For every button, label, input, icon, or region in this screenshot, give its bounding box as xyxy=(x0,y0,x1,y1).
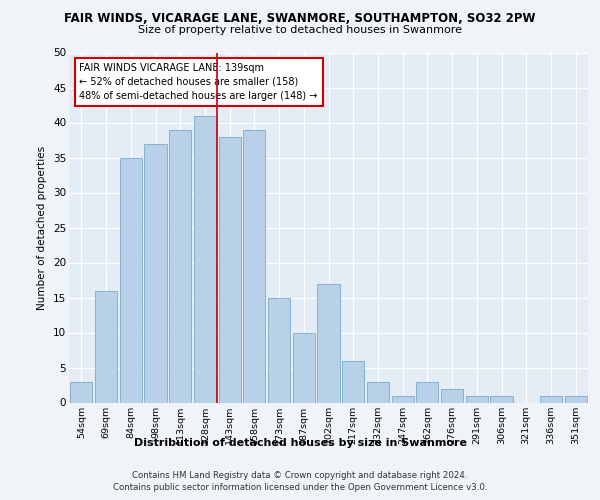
Bar xyxy=(416,382,439,402)
Bar xyxy=(169,130,191,402)
Bar xyxy=(367,382,389,402)
Bar xyxy=(268,298,290,403)
Bar xyxy=(95,290,117,403)
Bar xyxy=(466,396,488,402)
Bar xyxy=(119,158,142,402)
Bar xyxy=(392,396,414,402)
Bar xyxy=(565,396,587,402)
Y-axis label: Number of detached properties: Number of detached properties xyxy=(37,146,47,310)
Bar xyxy=(540,396,562,402)
Bar xyxy=(218,136,241,402)
Text: Size of property relative to detached houses in Swanmore: Size of property relative to detached ho… xyxy=(138,25,462,35)
Bar xyxy=(293,332,315,402)
Text: Contains HM Land Registry data © Crown copyright and database right 2024.: Contains HM Land Registry data © Crown c… xyxy=(132,471,468,480)
Text: Distribution of detached houses by size in Swanmore: Distribution of detached houses by size … xyxy=(133,438,467,448)
Bar xyxy=(194,116,216,403)
Bar xyxy=(342,360,364,403)
Bar xyxy=(441,388,463,402)
Text: FAIR WINDS, VICARAGE LANE, SWANMORE, SOUTHAMPTON, SO32 2PW: FAIR WINDS, VICARAGE LANE, SWANMORE, SOU… xyxy=(64,12,536,26)
Bar xyxy=(70,382,92,402)
Bar xyxy=(145,144,167,402)
Text: Contains public sector information licensed under the Open Government Licence v3: Contains public sector information licen… xyxy=(113,482,487,492)
Bar xyxy=(490,396,512,402)
Bar xyxy=(243,130,265,402)
Text: FAIR WINDS VICARAGE LANE: 139sqm
← 52% of detached houses are smaller (158)
48% : FAIR WINDS VICARAGE LANE: 139sqm ← 52% o… xyxy=(79,63,318,101)
Bar xyxy=(317,284,340,403)
